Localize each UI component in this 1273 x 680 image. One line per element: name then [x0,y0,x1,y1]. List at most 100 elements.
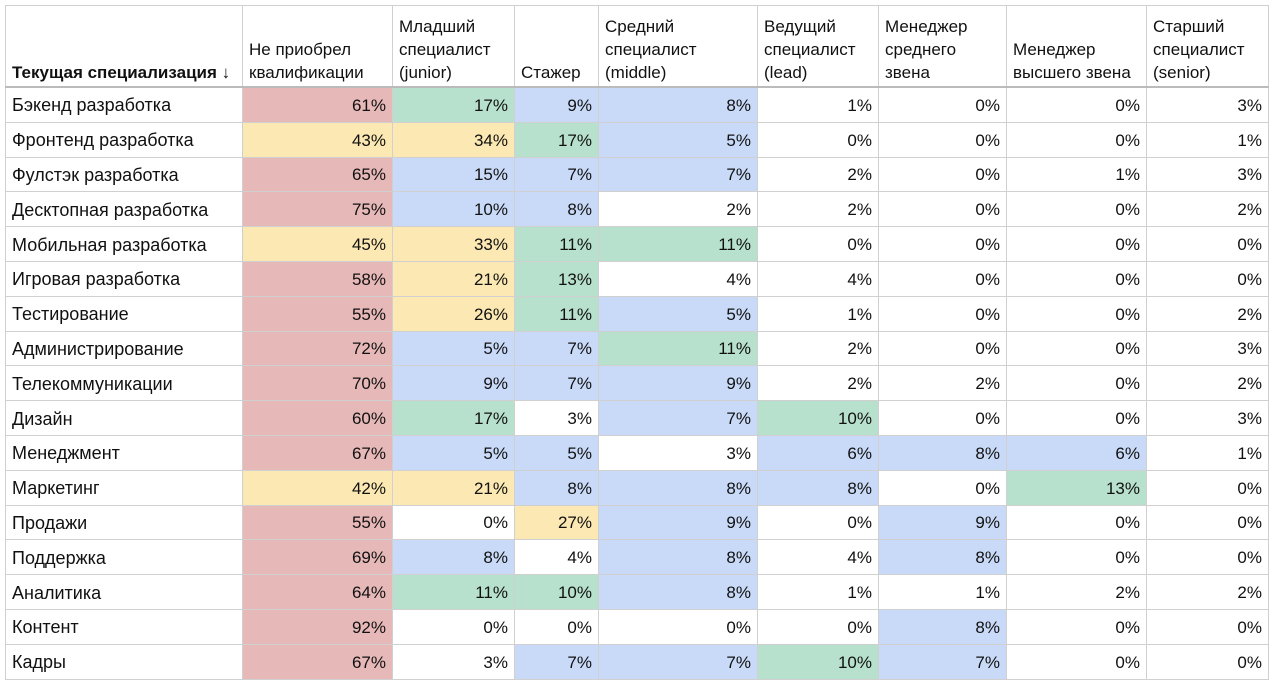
column-header: Средний специалист (middle) [598,5,758,88]
cell: 0% [598,608,758,645]
cell: 0% [878,400,1007,436]
cell: 0% [757,504,879,541]
data-table: Текущая специализация ↓ Не приобрел квали… [5,5,1269,680]
table-row: Телекоммуникации 70% 9% 7% 9% 2% 2% 0% 2% [5,365,1269,402]
page: Текущая специализация ↓ Не приобрел квали… [5,5,1269,680]
cell: 92% [242,608,393,645]
cell: 0% [878,226,1007,262]
cell: 8% [598,86,758,123]
cell: 55% [242,295,393,332]
cell: 8% [598,539,758,576]
cell: 7% [878,643,1007,680]
table-row: Поддержка 69% 8% 4% 8% 4% 8% 0% 0% [5,539,1269,576]
cell: 9% [598,365,758,402]
cell: 43% [242,121,393,158]
table-row: Дизайн 60% 17% 3% 7% 10% 0% 0% 3% [5,400,1269,436]
cell: 3% [1146,330,1269,367]
cell: 9% [598,504,758,541]
cell: 0% [878,121,1007,158]
cell: 7% [514,330,599,367]
cell: 8% [757,469,879,506]
cell: 0% [1006,643,1147,680]
cell: 15% [392,156,515,193]
table-row: Тестирование 55% 26% 11% 5% 1% 0% 0% 2% [5,295,1269,332]
cell: 17% [392,86,515,123]
cell: 0% [878,191,1007,228]
row-label: Продажи [5,504,243,541]
cell: 3% [392,643,515,680]
cell: 11% [598,330,758,367]
cell: 8% [392,539,515,576]
cell: 21% [392,469,515,506]
cell: 61% [242,86,393,123]
cell: 27% [514,504,599,541]
cell: 1% [1006,156,1147,193]
cell: 3% [1146,400,1269,436]
cell: 11% [514,226,599,262]
cell: 2% [598,191,758,228]
cell: 11% [392,574,515,610]
cell: 70% [242,365,393,402]
cell: 3% [1146,156,1269,193]
table-row: Контент 92% 0% 0% 0% 0% 8% 0% 0% [5,608,1269,645]
sort-column-header: Текущая специализация ↓ [5,5,243,88]
table-row: Фронтенд разработка 43% 34% 17% 5% 0% 0% 0% 1% [5,121,1269,158]
row-label: Контент [5,608,243,645]
column-header: Не приобрел квалификации [242,5,393,88]
cell: 0% [757,121,879,158]
row-label: Мобильная разработка [5,226,243,262]
cell: 7% [514,156,599,193]
row-label: Поддержка [5,539,243,576]
row-label: Фулстэк разработка [5,156,243,193]
cell: 9% [514,86,599,123]
cell: 67% [242,643,393,680]
cell: 1% [1146,434,1269,471]
cell: 6% [1006,434,1147,471]
cell: 1% [878,574,1007,610]
cell: 17% [392,400,515,436]
cell: 0% [1146,260,1269,297]
cell: 0% [878,330,1007,367]
row-label: Администрирование [5,330,243,367]
table-row: Бэкенд разработка 61% 17% 9% 8% 1% 0% 0% 3% [5,86,1269,123]
cell: 4% [757,539,879,576]
cell: 2% [1146,191,1269,228]
cell: 9% [878,504,1007,541]
cell: 0% [1146,643,1269,680]
cell: 0% [1006,86,1147,123]
cell: 0% [878,469,1007,506]
cell: 0% [1146,226,1269,262]
cell: 8% [878,608,1007,645]
cell: 11% [598,226,758,262]
cell: 0% [878,260,1007,297]
cell: 8% [514,191,599,228]
cell: 2% [1146,574,1269,610]
cell: 9% [392,365,515,402]
cell: 69% [242,539,393,576]
cell: 13% [1006,469,1147,506]
cell: 72% [242,330,393,367]
cell: 45% [242,226,393,262]
cell: 8% [878,434,1007,471]
cell: 2% [757,156,879,193]
cell: 1% [1146,121,1269,158]
cell: 58% [242,260,393,297]
table-body: Бэкенд разработка 61% 17% 9% 8% 1% 0% 0% 3% Фронт… [5,86,1269,680]
cell: 17% [514,121,599,158]
cell: 0% [1006,191,1147,228]
table-row: Маркетинг 42% 21% 8% 8% 8% 0% 13% 0% [5,469,1269,506]
cell: 0% [1146,504,1269,541]
table-row: Игровая разработка 58% 21% 13% 4% 4% 0% 0% 0% [5,260,1269,297]
cell: 42% [242,469,393,506]
cell: 8% [598,469,758,506]
cell: 1% [757,295,879,332]
cell: 4% [598,260,758,297]
table-row: Менеджмент 67% 5% 5% 3% 6% 8% 6% 1% [5,434,1269,471]
cell: 0% [1006,608,1147,645]
column-header: Менеджер высшего звена [1006,5,1147,88]
cell: 0% [757,226,879,262]
cell: 34% [392,121,515,158]
cell: 65% [242,156,393,193]
cell: 7% [598,156,758,193]
cell: 0% [878,295,1007,332]
